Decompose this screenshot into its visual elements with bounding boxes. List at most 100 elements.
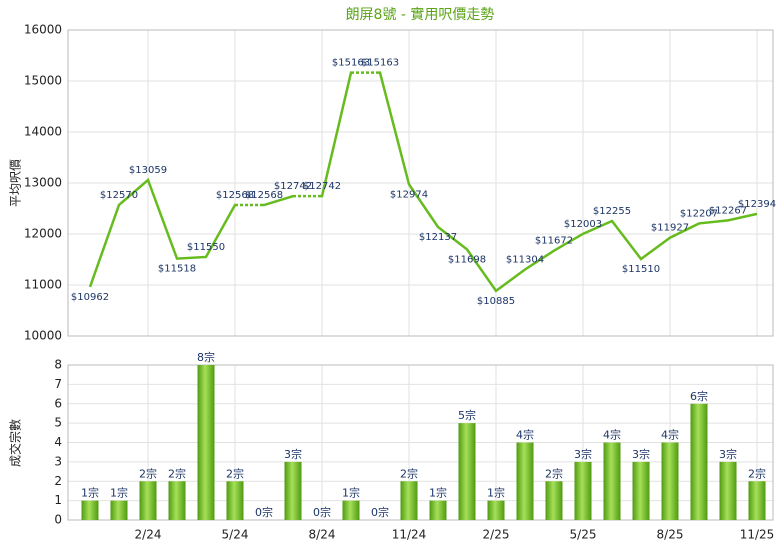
bar bbox=[661, 442, 679, 520]
bar bbox=[342, 500, 360, 520]
value-label: $15163 bbox=[361, 58, 399, 69]
value-label: $12394 bbox=[738, 199, 776, 210]
value-label: 3宗 bbox=[284, 447, 302, 461]
value-label: 2宗 bbox=[545, 466, 563, 480]
value-label: 1宗 bbox=[81, 486, 99, 500]
value-label: 4宗 bbox=[516, 428, 534, 442]
value-label: $11550 bbox=[187, 242, 225, 253]
value-label: 2宗 bbox=[226, 466, 244, 480]
x-tick-label: 5/24 bbox=[222, 528, 249, 542]
value-label: $12137 bbox=[419, 232, 457, 243]
x-tick-label: 2/24 bbox=[135, 528, 162, 542]
value-label: 0宗 bbox=[371, 505, 389, 519]
bar bbox=[400, 481, 418, 520]
value-label: $11672 bbox=[535, 236, 573, 247]
bar bbox=[690, 403, 708, 520]
x-tick-label: 11/24 bbox=[392, 528, 427, 542]
y-tick-label: 12000 bbox=[24, 227, 62, 241]
y-tick-label: 14000 bbox=[24, 125, 62, 139]
x-tick-label: 5/25 bbox=[570, 528, 597, 542]
bar bbox=[719, 461, 737, 520]
x-tick-label: 11/25 bbox=[740, 528, 775, 542]
value-label: $12742 bbox=[274, 181, 312, 192]
y-axis-title: 平均呎價 bbox=[9, 159, 23, 207]
bar bbox=[748, 481, 766, 520]
y-tick-label: 1 bbox=[54, 493, 62, 507]
y-tick-label: 13000 bbox=[24, 176, 62, 190]
bar bbox=[487, 500, 505, 520]
bar bbox=[81, 500, 99, 520]
value-label: $15163 bbox=[332, 58, 370, 69]
x-tick-label: 8/25 bbox=[657, 528, 684, 542]
value-label: 2宗 bbox=[748, 466, 766, 480]
value-label: 1宗 bbox=[342, 486, 360, 500]
value-label: 2宗 bbox=[168, 466, 186, 480]
value-label: 2宗 bbox=[400, 466, 418, 480]
value-label: $12207 bbox=[680, 208, 718, 219]
value-label: $12267 bbox=[709, 205, 747, 216]
bar bbox=[545, 481, 563, 520]
value-label: 1宗 bbox=[110, 486, 128, 500]
value-label: $12974 bbox=[390, 189, 428, 200]
y-tick-label: 7 bbox=[54, 377, 62, 391]
value-label: $12568 bbox=[216, 190, 254, 201]
bar bbox=[458, 423, 476, 520]
plot-frame bbox=[67, 364, 774, 521]
value-label: 3宗 bbox=[574, 447, 592, 461]
x-tick-label: 8/24 bbox=[309, 528, 336, 542]
y-tick-label: 0 bbox=[54, 513, 62, 527]
value-label: $10962 bbox=[71, 292, 109, 303]
value-label: 4宗 bbox=[661, 428, 679, 442]
value-label: 0宗 bbox=[313, 505, 331, 519]
bar bbox=[429, 500, 447, 520]
y-tick-label: 5 bbox=[54, 416, 62, 430]
y-tick-label: 16000 bbox=[24, 23, 62, 37]
value-label: $12570 bbox=[100, 190, 138, 201]
bar bbox=[284, 461, 302, 520]
value-label: 1宗 bbox=[429, 486, 447, 500]
bar bbox=[110, 500, 128, 520]
plot-frame bbox=[67, 29, 774, 337]
value-label: 5宗 bbox=[458, 408, 476, 422]
value-label: 4宗 bbox=[603, 428, 621, 442]
bar bbox=[197, 365, 215, 520]
value-label: $11304 bbox=[506, 254, 544, 265]
value-label: 3宗 bbox=[719, 447, 737, 461]
value-label: $11518 bbox=[158, 264, 196, 275]
y-tick-label: 3 bbox=[54, 454, 62, 468]
y-tick-label: 10000 bbox=[24, 329, 62, 343]
y-axis-title: 成交宗數 bbox=[8, 419, 23, 467]
bar bbox=[139, 481, 157, 520]
value-label: 8宗 bbox=[197, 350, 215, 364]
value-label: $12568 bbox=[245, 190, 283, 201]
value-label: 2宗 bbox=[139, 466, 157, 480]
value-label: 3宗 bbox=[632, 447, 650, 461]
y-tick-label: 4 bbox=[54, 435, 62, 449]
bar bbox=[574, 461, 592, 520]
y-tick-label: 8 bbox=[54, 358, 62, 372]
value-label: $10885 bbox=[477, 296, 515, 307]
value-label: $11698 bbox=[448, 254, 486, 265]
y-tick-label: 11000 bbox=[24, 278, 62, 292]
value-label: $12003 bbox=[564, 219, 602, 230]
value-label: 6宗 bbox=[690, 389, 708, 403]
x-tick-label: 2/25 bbox=[483, 528, 510, 542]
value-label: $12255 bbox=[593, 206, 631, 217]
bar bbox=[632, 461, 650, 520]
y-tick-label: 6 bbox=[54, 396, 62, 410]
value-label: $11927 bbox=[651, 223, 689, 234]
value-label: $13059 bbox=[129, 165, 167, 176]
bar bbox=[168, 481, 186, 520]
bar bbox=[516, 442, 534, 520]
y-tick-label: 15000 bbox=[24, 74, 62, 88]
bar bbox=[226, 481, 244, 520]
value-label: $12742 bbox=[303, 181, 341, 192]
y-tick-label: 2 bbox=[54, 474, 62, 488]
value-label: 0宗 bbox=[255, 505, 273, 519]
value-label: 1宗 bbox=[487, 486, 505, 500]
value-label: $11510 bbox=[622, 264, 660, 275]
bar bbox=[603, 442, 621, 520]
chart-title: 朗屏8號 - 實用呎價走勢 bbox=[346, 6, 495, 23]
price-line bbox=[88, 71, 758, 293]
